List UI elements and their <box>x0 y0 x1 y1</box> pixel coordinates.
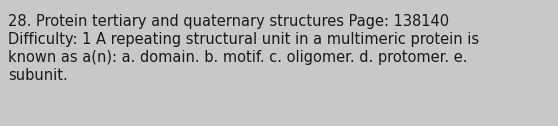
Text: known as a(n): a. domain. b. motif. c. oligomer. d. protomer. e.: known as a(n): a. domain. b. motif. c. o… <box>8 50 468 65</box>
Text: subunit.: subunit. <box>8 68 68 83</box>
Text: 28. Protein tertiary and quaternary structures Page: 138140: 28. Protein tertiary and quaternary stru… <box>8 14 449 29</box>
Text: Difficulty: 1 A repeating structural unit in a multimeric protein is: Difficulty: 1 A repeating structural uni… <box>8 32 479 47</box>
